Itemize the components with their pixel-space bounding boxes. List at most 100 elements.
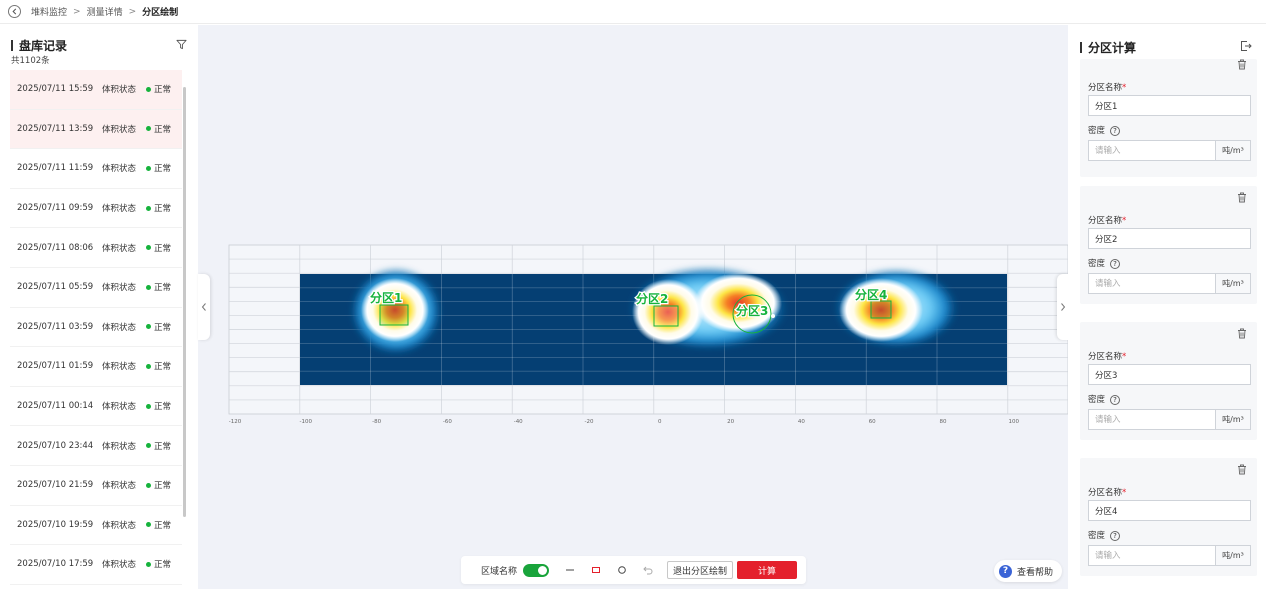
zone-1-rect[interactable] <box>379 304 409 326</box>
status-dot <box>146 482 151 488</box>
chevron-left-icon <box>201 303 206 311</box>
x-tick-label: 20 <box>727 419 734 425</box>
zone-name-label: 分区名称* <box>1088 216 1127 226</box>
record-status: 正常 <box>154 402 172 413</box>
record-row[interactable]: 2025/07/11 01:59 体积状态 正常 <box>10 347 182 387</box>
zone-drawing-canvas[interactable]: 分区1 分区2 分区3 分区4 -120 -100 -80 -60 -40 -20 0 20 4… <box>198 25 1068 589</box>
calculate-button[interactable]: 计算 <box>737 561 798 579</box>
density-unit: 吨/m³ <box>1215 410 1250 429</box>
record-status: 正常 <box>154 441 172 452</box>
filter-icon[interactable] <box>176 39 187 50</box>
record-time: 2025/07/10 19:59 <box>17 519 94 530</box>
rect-tool-icon[interactable] <box>589 563 603 577</box>
x-tick-label: -20 <box>585 419 594 425</box>
zone-4-rect[interactable] <box>870 300 892 319</box>
area-name-toggle[interactable] <box>523 563 550 577</box>
record-time: 2025/07/11 05:59 <box>17 282 94 293</box>
record-row[interactable]: 2025/07/10 21:59 体积状态 正常 <box>10 466 182 506</box>
delete-icon[interactable] <box>1237 192 1247 203</box>
record-time: 2025/07/11 03:59 <box>17 321 94 332</box>
record-row[interactable]: 2025/07/11 05:59 体积状态 正常 <box>10 268 182 308</box>
record-row[interactable]: 2025/07/10 17:59 体积状态 正常 <box>10 545 182 585</box>
drawing-toolbar: 区域名称 退出分区绘制 计算 <box>461 556 806 584</box>
panel-title: 盘库记录 <box>11 37 187 54</box>
breadcrumb-item-current: 分区绘制 <box>142 8 179 18</box>
density-input[interactable] <box>1089 141 1215 160</box>
record-state-label: 体积状态 <box>102 124 137 135</box>
back-button[interactable] <box>8 5 21 18</box>
x-tick-label: 0 <box>658 419 662 425</box>
density-help-icon[interactable]: ? <box>1110 530 1121 541</box>
record-list-scrollbar[interactable] <box>183 87 186 517</box>
zone-name-input[interactable] <box>1088 500 1251 521</box>
zone-name-input[interactable] <box>1088 364 1251 385</box>
zone-3-handle[interactable] <box>771 314 775 318</box>
inventory-record-panel: 盘库记录 共1102条 2025/07/11 15:59 体积状态 正常 2025/0… <box>0 25 198 589</box>
density-help-icon[interactable]: ? <box>1110 394 1121 405</box>
panel-title-text: 盘库记录 <box>19 39 68 53</box>
x-tick-label: 80 <box>940 419 947 425</box>
zone-card: 分区名称* 密度? 吨/m³ <box>1080 59 1257 177</box>
record-row[interactable]: 2025/07/11 15:59 体积状态 正常 <box>10 70 182 110</box>
record-row[interactable]: 2025/07/11 11:59 体积状态 正常 <box>10 149 182 189</box>
record-row[interactable]: 2025/07/11 00:14 体积状态 正常 <box>10 387 182 427</box>
record-state-label: 体积状态 <box>102 322 137 333</box>
delete-icon[interactable] <box>1237 328 1247 339</box>
x-tick-label: 100 <box>1009 419 1020 425</box>
record-status: 正常 <box>154 520 172 531</box>
zone-name-label: 分区名称* <box>1088 488 1127 498</box>
help-button[interactable]: ? 查看帮助 <box>994 560 1062 582</box>
density-input[interactable] <box>1089 274 1215 293</box>
breadcrumb-item-measure-detail[interactable]: 测量详情 <box>86 8 123 18</box>
zone-3-circle[interactable] <box>732 294 772 334</box>
density-help-icon[interactable]: ? <box>1110 258 1121 269</box>
delete-icon[interactable] <box>1237 59 1247 70</box>
zone-name-input[interactable] <box>1088 228 1251 249</box>
record-row[interactable]: 2025/07/11 08:06 体积状态 正常 <box>10 228 182 268</box>
exit-panel-icon[interactable] <box>1240 40 1252 52</box>
density-input[interactable] <box>1089 410 1215 429</box>
status-dot <box>146 403 151 409</box>
density-label: 密度? <box>1088 257 1121 269</box>
record-row[interactable]: 2025/07/10 23:44 体积状态 正常 <box>10 426 182 466</box>
zone-overlays[interactable]: 分区1 分区2 分区3 分区4 <box>369 286 892 334</box>
breadcrumb-item-stock-monitor[interactable]: 堆料监控 <box>31 8 68 18</box>
density-field: 吨/m³ <box>1088 409 1251 430</box>
record-state-label: 体积状态 <box>102 85 137 96</box>
record-row[interactable]: 2025/07/11 03:59 体积状态 正常 <box>10 308 182 348</box>
record-row[interactable]: 2025/07/11 09:59 体积状态 正常 <box>10 189 182 229</box>
density-label: 密度? <box>1088 529 1121 541</box>
heatmap-plot[interactable]: 分区1 分区2 分区3 分区4 -120 -100 -80 -60 -40 -20 0 20 4… <box>198 25 1068 589</box>
x-tick-label: -60 <box>443 419 452 425</box>
exit-zone-drawing-button[interactable]: 退出分区绘制 <box>667 561 734 579</box>
record-state-label: 体积状态 <box>102 520 137 531</box>
zone-2-rect[interactable] <box>653 305 679 327</box>
density-input[interactable] <box>1089 546 1215 565</box>
line-tool-icon[interactable] <box>563 563 577 577</box>
record-row[interactable]: 2025/07/10 19:59 体积状态 正常 <box>10 506 182 546</box>
record-state-label: 体积状态 <box>102 243 137 254</box>
record-status: 正常 <box>154 85 172 96</box>
record-time: 2025/07/11 09:59 <box>17 203 94 214</box>
status-dot <box>146 561 151 567</box>
circle-tool-icon[interactable] <box>615 563 629 577</box>
title-accent-bar <box>11 40 13 51</box>
zone-1-label: 分区1 <box>370 290 402 305</box>
record-row[interactable]: 2025/07/11 13:59 体积状态 正常 <box>10 109 182 150</box>
record-status: 正常 <box>154 124 172 135</box>
density-help-icon[interactable]: ? <box>1110 125 1121 136</box>
record-list: 2025/07/11 15:59 体积状态 正常 2025/07/11 13:59 体积… <box>10 70 182 585</box>
zone-name-label: 分区名称* <box>1088 83 1127 93</box>
record-state-label: 体积状态 <box>102 560 137 571</box>
collapse-left-button[interactable] <box>198 274 210 340</box>
record-state-label: 体积状态 <box>102 402 137 413</box>
zone-2-label: 分区2 <box>636 291 668 306</box>
collapse-right-button[interactable] <box>1057 274 1069 340</box>
delete-icon[interactable] <box>1237 464 1247 475</box>
status-dot <box>146 324 151 330</box>
undo-icon[interactable] <box>641 563 655 577</box>
help-label: 查看帮助 <box>1017 567 1054 578</box>
status-dot <box>146 522 151 528</box>
breadcrumb-separator: > <box>128 6 137 17</box>
zone-name-input[interactable] <box>1088 95 1251 116</box>
